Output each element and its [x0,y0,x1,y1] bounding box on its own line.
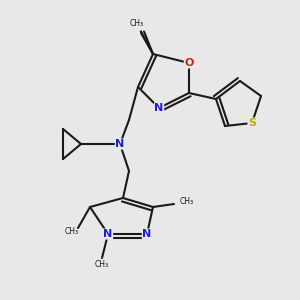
Text: CH₃: CH₃ [95,260,109,269]
Text: N: N [103,229,112,239]
Text: CH₃: CH₃ [65,227,79,236]
Text: N: N [142,229,152,239]
Text: O: O [184,58,194,68]
Text: N: N [116,139,124,149]
Text: CH₃: CH₃ [180,197,194,206]
Text: N: N [154,103,164,113]
Text: S: S [248,118,256,128]
Text: CH₃: CH₃ [129,20,144,28]
